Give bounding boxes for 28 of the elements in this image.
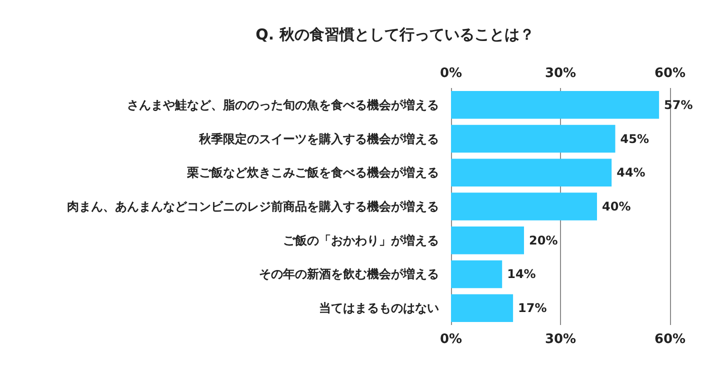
- y-tick-label: 栗ご飯など炊きこみご飯を食べる機会が増える: [186, 166, 439, 180]
- y-tick-label: 秋季限定のスイーツを購入する機会が増える: [198, 132, 439, 146]
- bar: [451, 226, 524, 254]
- data-label: 17%: [518, 301, 547, 316]
- y-tick-label: 肉まん、あんまんなどコンビニのレジ前商品を購入する機会が増える: [67, 200, 439, 214]
- bar: [451, 260, 502, 288]
- data-label: 20%: [529, 233, 558, 248]
- data-label: 44%: [616, 166, 646, 180]
- y-tick-label: ご飯の「おかわり」が増える: [283, 233, 439, 248]
- x2-tick-label: 60%: [654, 332, 686, 347]
- chart-title: Q. 秋の食習慣として行っていることは？: [256, 26, 534, 44]
- y-tick-label: 当てはまるものはない: [319, 301, 439, 316]
- y-tick-label: さんまや鮭など、脂ののった旬の魚を食べる機会が増える: [127, 98, 439, 112]
- bar: [451, 91, 660, 119]
- bar: [451, 294, 514, 322]
- x-tick-label: 0%: [440, 66, 462, 81]
- data-label: 57%: [664, 98, 693, 112]
- data-label: 40%: [602, 200, 631, 214]
- x-tick-label: 30%: [544, 66, 576, 81]
- bar: [451, 124, 616, 153]
- x2-tick-label: 30%: [544, 332, 576, 347]
- y-tick-label: その年の新酒を飲む機会が増える: [259, 267, 439, 282]
- bar: [451, 158, 612, 187]
- data-label: 45%: [620, 132, 649, 146]
- x-tick-label: 60%: [654, 66, 686, 81]
- data-label: 14%: [507, 267, 536, 282]
- x2-tick-label: 0%: [440, 332, 462, 347]
- bar: [451, 192, 597, 220]
